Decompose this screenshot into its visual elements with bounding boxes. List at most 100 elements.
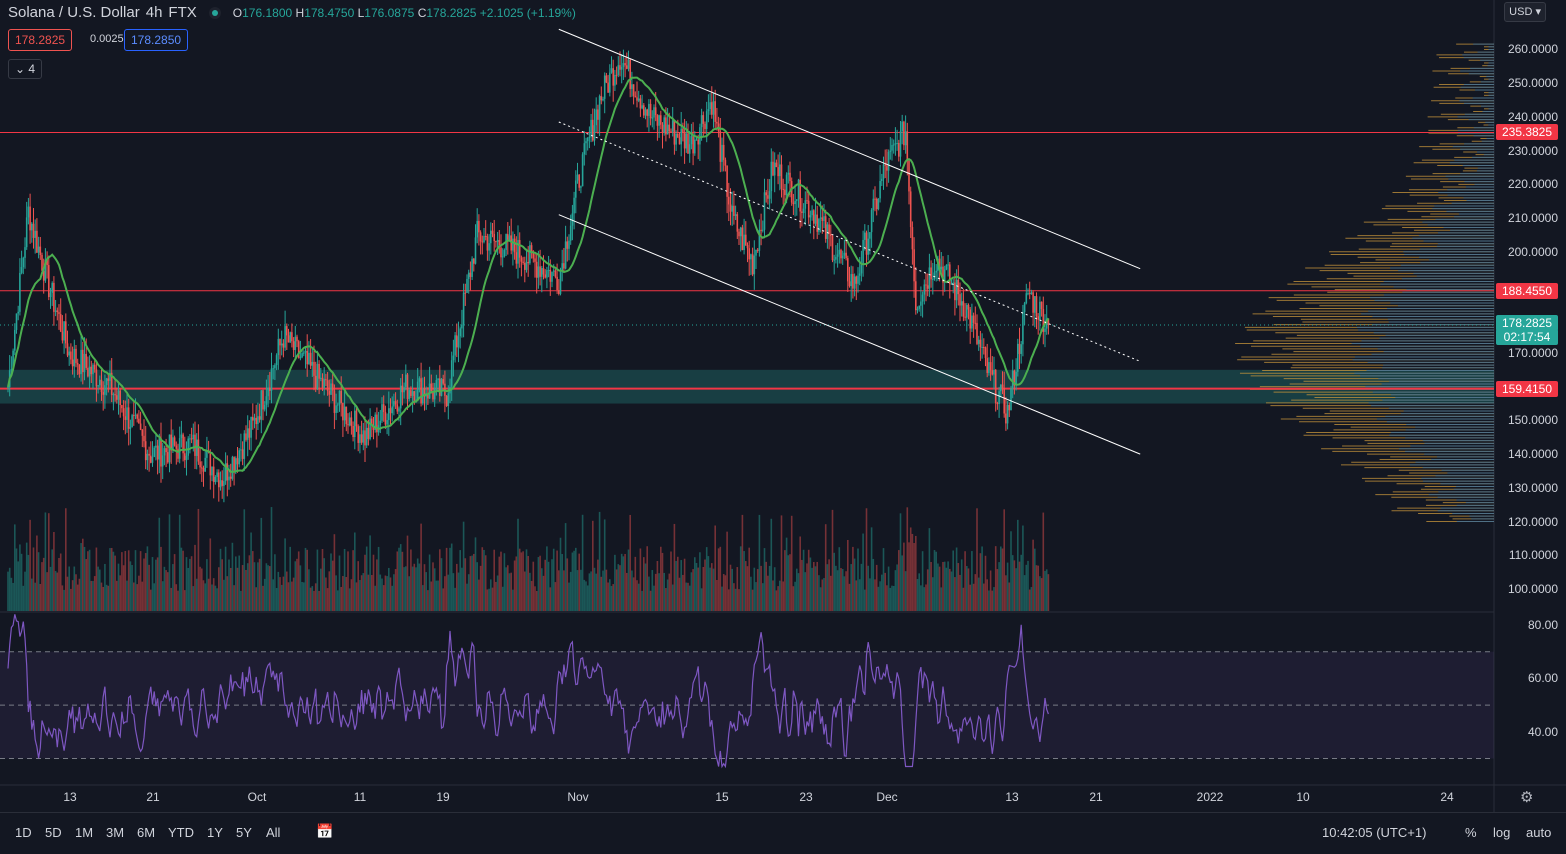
volume-bar (1008, 582, 1011, 611)
volume-bar (605, 569, 608, 611)
candle-body (666, 124, 669, 135)
currency-selector[interactable]: USD ▾ (1504, 2, 1546, 22)
volume-bar (891, 585, 893, 611)
candle-body (1020, 344, 1022, 354)
volume-bar (972, 583, 975, 611)
volume-bar (801, 559, 803, 611)
candle-body (379, 420, 382, 426)
timeframe-button[interactable]: 5Y (236, 825, 252, 840)
timeframe-button[interactable]: 1M (75, 825, 94, 840)
volume-bar (175, 584, 178, 611)
volume-bar (1001, 548, 1004, 611)
candle-body (229, 476, 232, 479)
auto-scale-button[interactable]: auto (1526, 825, 1552, 840)
candle-body (561, 263, 563, 271)
rsi-line (7, 614, 1049, 769)
candle-body (151, 456, 154, 463)
volume-bar (372, 554, 375, 611)
interval-label[interactable]: 4h (145, 4, 163, 21)
candle-body (170, 434, 172, 451)
candle-body (184, 453, 186, 461)
timeframe-button[interactable]: YTD (168, 825, 194, 840)
price-axis-label: 210.0000 (1507, 211, 1558, 226)
volume-bar (236, 567, 239, 611)
candle-body (848, 281, 851, 287)
volume-bar (177, 590, 179, 611)
sell-price-button[interactable]: 178.2825 (8, 29, 73, 51)
calendar-range-icon[interactable]: 📅 (316, 823, 334, 839)
volume-bar (787, 555, 790, 611)
volume-bar (469, 556, 472, 611)
candle-body (481, 241, 484, 243)
candle-body (1025, 293, 1028, 304)
candle-body (216, 472, 218, 477)
timeframe-button[interactable]: 1Y (207, 825, 223, 840)
volume-bar (233, 585, 235, 611)
volume-bar (643, 557, 645, 611)
timeframe-button[interactable]: 3M (106, 825, 125, 840)
volume-bar (46, 572, 48, 611)
candle-body (670, 131, 672, 133)
volume-bar (376, 559, 378, 611)
gear-icon[interactable]: ⚙ (1520, 789, 1534, 806)
candle-body (607, 82, 609, 93)
candle-body (325, 379, 327, 381)
candle-body (364, 430, 366, 446)
volume-bar (189, 558, 191, 611)
candle-body (748, 248, 750, 260)
volume-bar (901, 555, 903, 611)
candle-body (779, 164, 781, 177)
timeframe-button[interactable]: 6M (137, 825, 156, 840)
volume-bar (382, 585, 385, 611)
candle-body (648, 103, 650, 116)
candle-body (63, 321, 65, 341)
volume-bar (270, 507, 273, 611)
volume-bar (921, 551, 924, 611)
candle-body (161, 455, 164, 467)
timeframe-button[interactable]: All (266, 825, 281, 840)
timeframe-button[interactable]: 1D (15, 825, 32, 840)
volume-bar (413, 563, 416, 611)
volume-bar (607, 582, 609, 611)
candle-body (838, 249, 841, 255)
volume-bar (688, 585, 691, 611)
candle-body (48, 265, 50, 298)
candle-body (634, 95, 637, 98)
candle-body (813, 210, 815, 224)
candle-body (435, 379, 438, 388)
volume-bar (253, 562, 256, 611)
volume-bar (841, 569, 844, 611)
candle-body (649, 103, 652, 119)
candle-body (772, 161, 774, 176)
candle-body (127, 407, 130, 429)
timeframe-button[interactable]: 5D (45, 825, 62, 840)
buy-price-button[interactable]: 178.2850 (124, 29, 189, 51)
volume-bar (112, 551, 115, 611)
indicators-toggle[interactable]: ⌄ 4 (8, 59, 43, 79)
candle-body (853, 276, 856, 289)
candle-body (518, 240, 521, 258)
volume-bar (709, 567, 711, 611)
candle-body (569, 225, 572, 241)
price-axis-label: 150.0000 (1507, 413, 1558, 428)
volume-bar (530, 580, 533, 611)
volume-bar (36, 535, 38, 611)
candle-body (573, 197, 575, 214)
candle-body (133, 415, 135, 417)
volume-bar (291, 581, 293, 611)
candle-body (447, 393, 450, 406)
candle-body (979, 339, 982, 348)
volume-bar (338, 555, 341, 611)
volume-bar (597, 559, 599, 611)
candle-body (53, 282, 55, 312)
clock[interactable]: 10:42:05 (UTC+1) (1322, 825, 1427, 840)
candle-body (195, 439, 198, 456)
volume-bar (546, 546, 548, 611)
volume-bar (12, 582, 14, 611)
candle-body (695, 139, 698, 141)
volume-bar (116, 580, 118, 611)
symbol-name[interactable]: Solana / U.S. Dollar (8, 4, 140, 21)
percent-scale-button[interactable]: % (1465, 825, 1477, 840)
log-scale-button[interactable]: log (1493, 825, 1511, 840)
